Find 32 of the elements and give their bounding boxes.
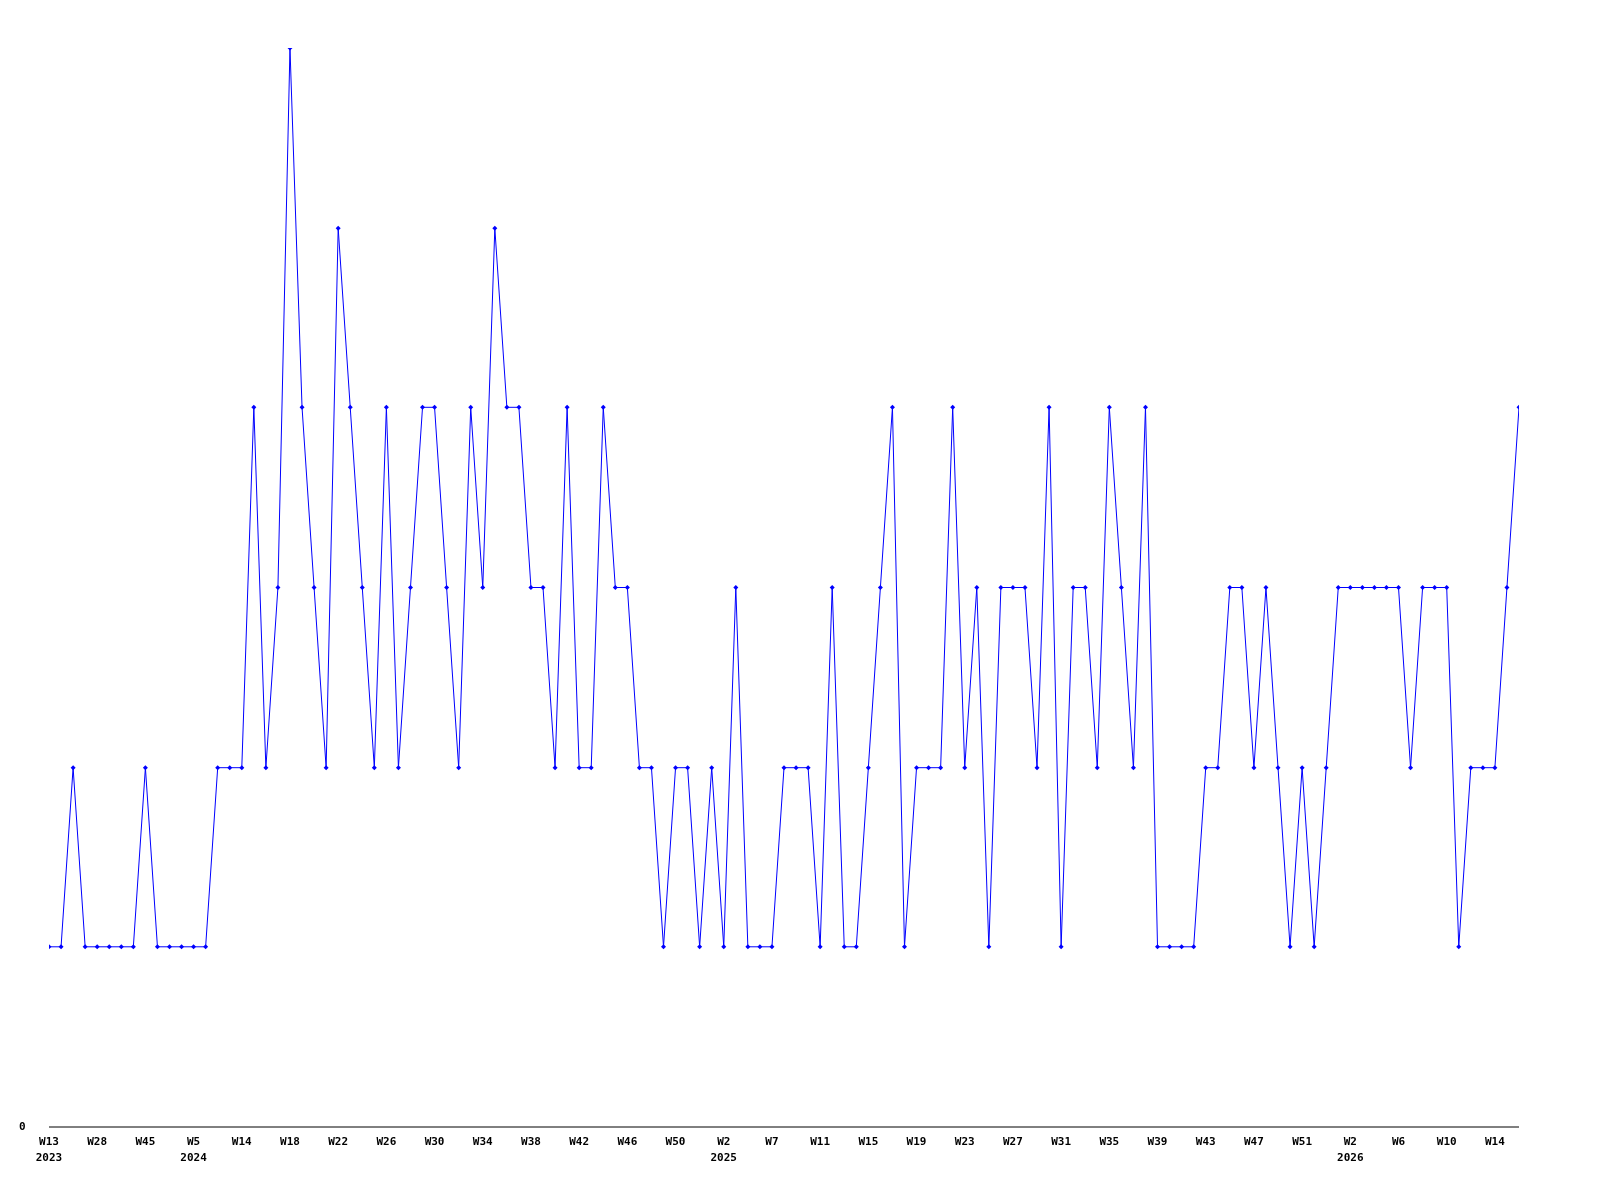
- x-tick-label: W2 2026: [1337, 1135, 1364, 1164]
- x-tick-label: W28: [87, 1135, 108, 1148]
- x-tick-label: W26: [376, 1135, 397, 1148]
- x-tick-label: W19: [906, 1135, 927, 1148]
- x-tick-label: W14: [1484, 1135, 1506, 1148]
- x-tick-label: W14: [231, 1135, 253, 1148]
- x-tick-label: W38: [521, 1135, 541, 1148]
- x-tick-label: W39: [1147, 1135, 1168, 1148]
- x-tick-label: W35: [1099, 1135, 1120, 1148]
- x-tick-label: W42: [569, 1135, 590, 1148]
- x-tick-label: W18: [280, 1135, 300, 1148]
- x-tick-label: W7: [765, 1135, 779, 1148]
- x-tick-label: W11: [810, 1135, 831, 1148]
- axis-origin-label: 0: [19, 1120, 26, 1133]
- x-tick-label: W27: [1003, 1135, 1023, 1148]
- x-tick-label: W13 2023: [35, 1135, 63, 1164]
- x-tick-label: W23: [954, 1135, 975, 1148]
- x-tick-label: W2 2025: [710, 1135, 737, 1164]
- x-tick-label: W31: [1051, 1135, 1072, 1148]
- x-tick-label: W10: [1436, 1135, 1457, 1148]
- x-tick-label: W34: [472, 1135, 494, 1148]
- x-tick-label: W15: [858, 1135, 879, 1148]
- x-tick-label: W6: [1391, 1135, 1406, 1148]
- x-tick-label: W43: [1195, 1135, 1216, 1148]
- x-tick-label: W30: [424, 1135, 445, 1148]
- x-tick-label: W51: [1292, 1135, 1313, 1148]
- x-tick-label: W50: [665, 1135, 686, 1148]
- x-tick-label: W45: [135, 1135, 156, 1148]
- x-tick-label: W22: [328, 1135, 349, 1148]
- x-tick-label: W5 2024: [180, 1135, 208, 1164]
- x-tick-label: W47: [1243, 1135, 1264, 1148]
- x-tick-label: W46: [617, 1135, 638, 1148]
